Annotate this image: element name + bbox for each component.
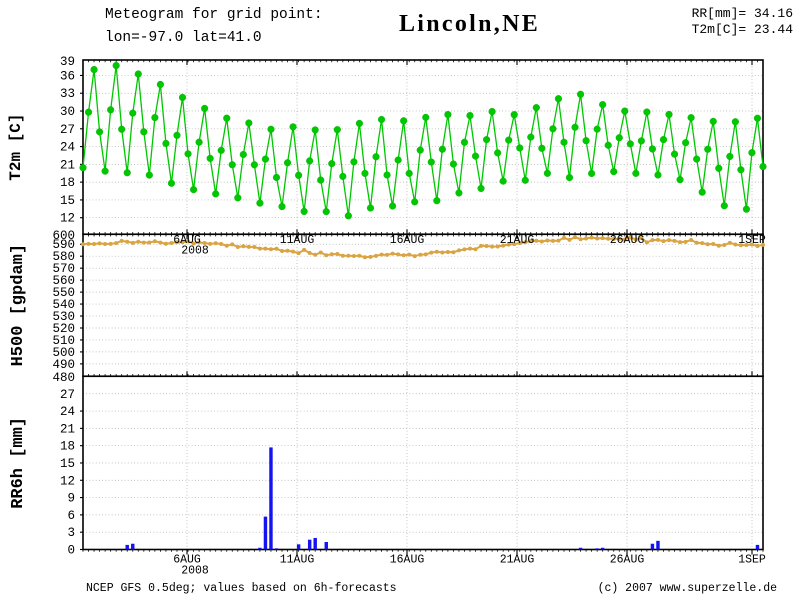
svg-text:RR6h [mm]: RR6h [mm]	[9, 417, 28, 509]
svg-text:21AUG: 21AUG	[500, 234, 535, 247]
svg-text:18: 18	[60, 440, 75, 454]
svg-text:24: 24	[60, 141, 75, 155]
svg-text:16AUG: 16AUG	[390, 234, 425, 247]
svg-text:490: 490	[52, 358, 75, 372]
svg-text:18: 18	[60, 176, 75, 190]
svg-text:lon=-97.0 lat=41.0: lon=-97.0 lat=41.0	[105, 30, 262, 46]
svg-text:T2m [C]: T2m [C]	[7, 113, 25, 180]
svg-text:21AUG: 21AUG	[500, 554, 535, 567]
svg-text:15: 15	[60, 194, 75, 208]
svg-text:16AUG: 16AUG	[390, 554, 425, 567]
svg-text:9: 9	[67, 492, 75, 506]
svg-text:600: 600	[52, 229, 75, 243]
svg-text:15: 15	[60, 457, 75, 471]
svg-text:12: 12	[60, 212, 75, 226]
svg-text:21: 21	[60, 422, 75, 436]
svg-text:T2m[C]= 23.44: T2m[C]= 23.44	[692, 22, 794, 37]
svg-text:480: 480	[52, 371, 75, 385]
svg-text:Lincoln,NE: Lincoln,NE	[399, 11, 540, 37]
svg-text:1SEP: 1SEP	[738, 234, 766, 247]
svg-text:1SEP: 1SEP	[738, 554, 766, 567]
svg-text:33: 33	[60, 87, 75, 101]
svg-text:6: 6	[67, 509, 75, 523]
svg-text:RR[mm]= 34.16: RR[mm]= 34.16	[692, 6, 793, 21]
svg-text:11AUG: 11AUG	[280, 554, 315, 567]
svg-text:(c) 2007 www.superzelle.de: (c) 2007 www.superzelle.de	[598, 582, 778, 595]
svg-text:21: 21	[60, 158, 75, 172]
svg-text:24: 24	[60, 405, 75, 419]
svg-text:2008: 2008	[181, 565, 209, 578]
svg-text:27: 27	[60, 388, 75, 402]
svg-text:26AUG: 26AUG	[610, 554, 645, 567]
svg-text:27: 27	[60, 123, 75, 137]
svg-text:Meteogram for grid point:: Meteogram for grid point:	[105, 7, 323, 23]
svg-text:H500 [gpdam]: H500 [gpdam]	[9, 244, 28, 366]
svg-text:0: 0	[67, 544, 75, 558]
svg-text:12: 12	[60, 474, 75, 488]
svg-text:36: 36	[60, 70, 75, 84]
svg-text:3: 3	[67, 526, 75, 540]
svg-text:30: 30	[60, 105, 75, 119]
svg-text:2008: 2008	[181, 245, 209, 258]
svg-text:39: 39	[60, 55, 75, 69]
svg-text:26AUG: 26AUG	[610, 234, 645, 247]
svg-text:11AUG: 11AUG	[280, 234, 315, 247]
svg-text:NCEP GFS 0.5deg; values based: NCEP GFS 0.5deg; values based on 6h-fore…	[86, 582, 397, 595]
